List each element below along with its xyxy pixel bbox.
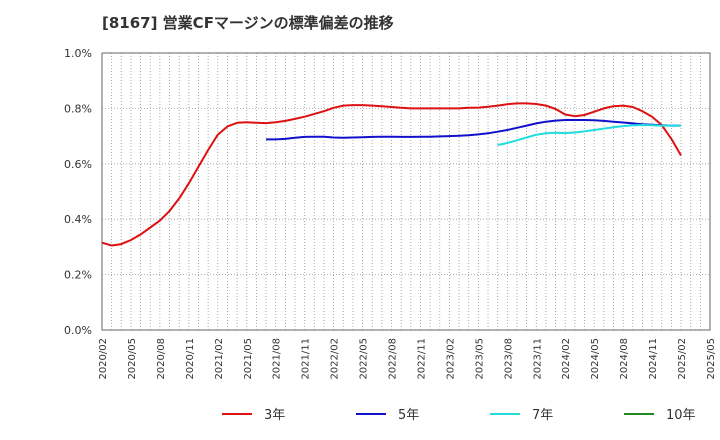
- x-tick-label: 2022/02: [330, 338, 341, 380]
- series-layer: [101, 102, 682, 247]
- legend-label: 10年: [666, 408, 696, 423]
- y-tick-label: 0.4%: [64, 213, 92, 226]
- y-tick-label: 1.0%: [64, 47, 92, 60]
- x-tick-label: 2023/02: [445, 338, 456, 380]
- x-tick-label: 2024/11: [648, 338, 659, 380]
- x-tick-label: 2024/08: [619, 338, 630, 380]
- x-tick-label: 2020/11: [185, 338, 196, 380]
- legend: 3年 5年 7年 10年: [222, 408, 696, 423]
- x-tick-label: 2022/08: [388, 338, 399, 380]
- x-tick-label: 2020/05: [127, 338, 138, 380]
- x-tick-label: 2023/11: [532, 338, 543, 380]
- x-tick-label: 2020/02: [98, 338, 109, 380]
- x-tick-label: 2021/02: [214, 338, 225, 380]
- y-tick-label: 0.0%: [64, 324, 92, 337]
- x-tick-label: 2022/11: [416, 338, 427, 380]
- series-line-3年: [101, 102, 682, 247]
- x-tick-label: 2021/05: [243, 338, 254, 380]
- chart-title: [8167] 営業CFマージンの標準偏差の推移: [102, 14, 394, 32]
- legend-label: 7年: [532, 408, 553, 423]
- x-tick-label: 2025/02: [677, 338, 688, 380]
- x-tick-label: 2023/05: [474, 338, 485, 380]
- y-axis: 0.0% 0.2% 0.4% 0.6% 0.8% 1.0%: [64, 47, 92, 337]
- x-tick-label: 2024/02: [561, 338, 572, 380]
- x-tick-label: 2025/05: [706, 338, 717, 380]
- x-tick-label: 2021/11: [301, 338, 312, 380]
- grid: [102, 53, 710, 330]
- x-tick-label: 2022/05: [359, 338, 370, 380]
- x-tick-label: 2024/05: [590, 338, 601, 380]
- x-tick-label: 2023/08: [503, 338, 514, 380]
- legend-label: 3年: [264, 408, 285, 423]
- legend-label: 5年: [398, 408, 419, 423]
- y-tick-label: 0.8%: [64, 102, 92, 115]
- series-line-5年: [266, 119, 681, 141]
- y-tick-label: 0.6%: [64, 158, 92, 171]
- x-tick-label: 2020/08: [156, 338, 167, 380]
- series-line-7年: [497, 124, 681, 146]
- plot-frame: [101, 52, 711, 331]
- x-tick-label: 2021/08: [272, 338, 283, 380]
- x-axis: 2020/02 2020/05 2020/08 2020/11 2021/02 2021/…: [98, 338, 717, 380]
- y-tick-label: 0.2%: [64, 269, 92, 282]
